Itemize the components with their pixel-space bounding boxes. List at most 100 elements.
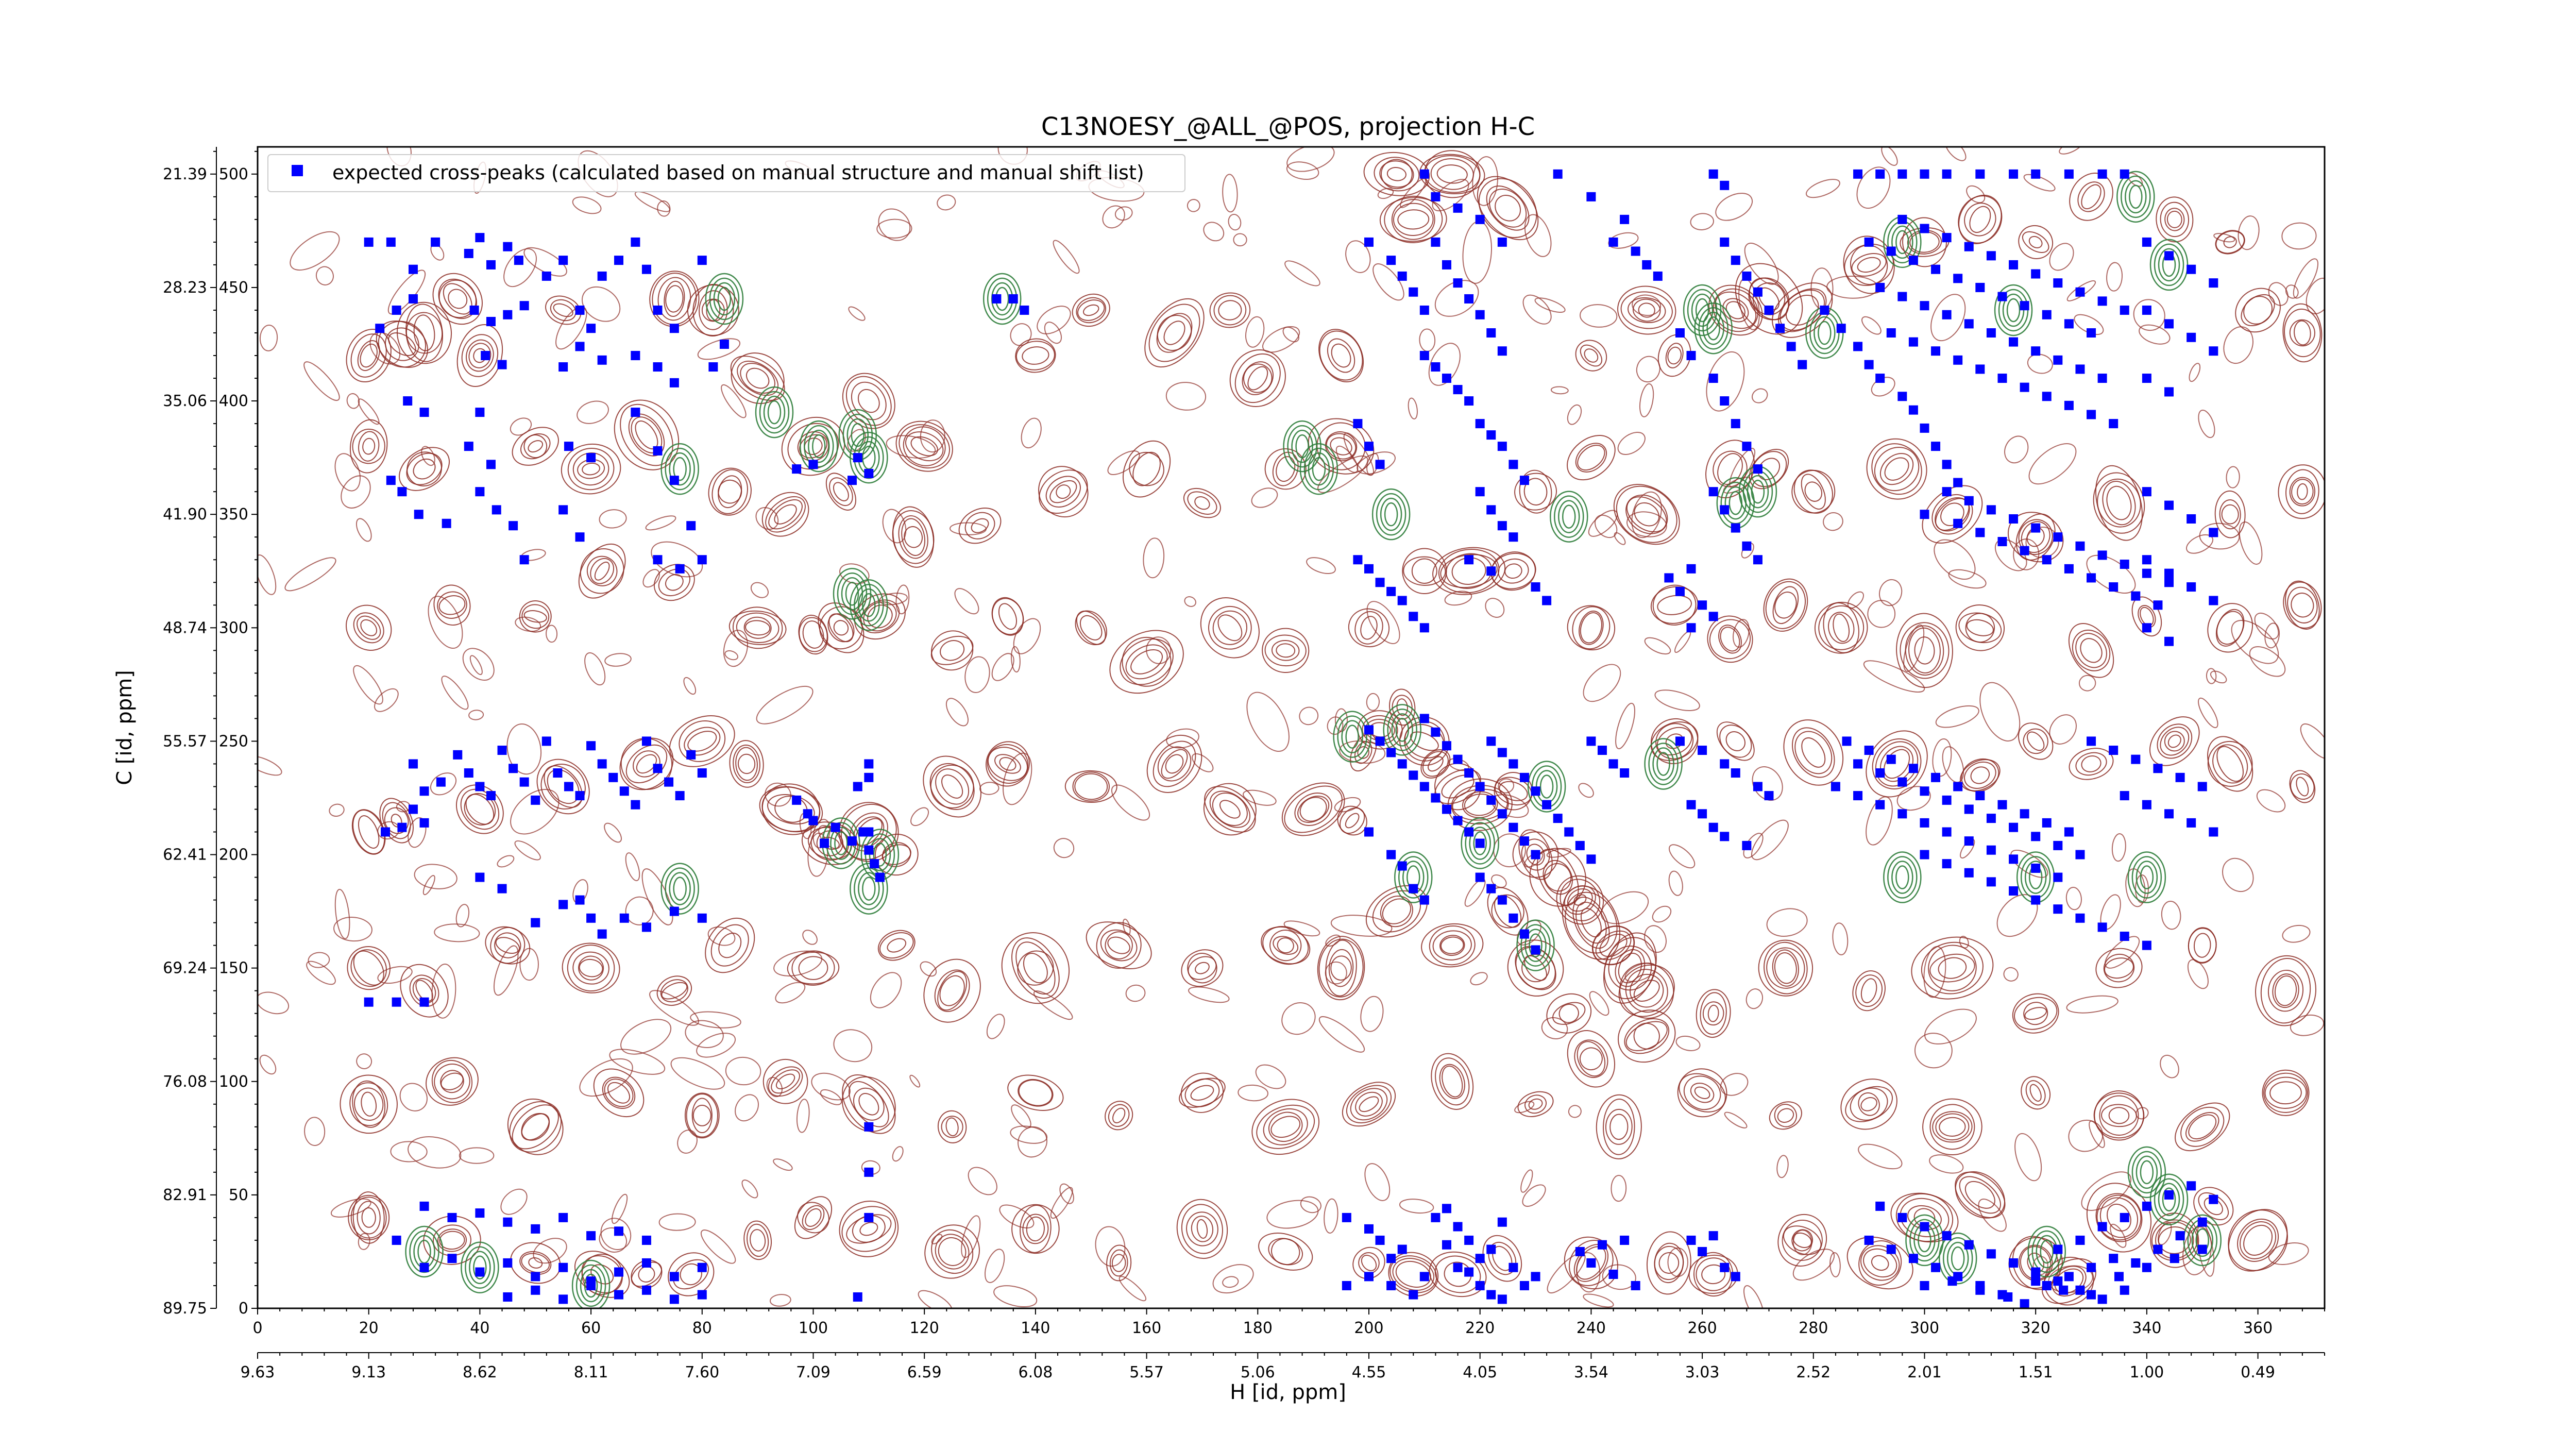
contour-positive	[842, 373, 895, 429]
expected-peak-point	[1453, 816, 1463, 825]
contour-positive	[594, 561, 610, 581]
contour-positive	[724, 650, 739, 661]
contour-negative	[1887, 856, 1918, 899]
expected-peak-point	[2009, 854, 2019, 864]
expected-peak-point	[1931, 442, 1941, 451]
contour-negative	[862, 593, 876, 617]
contour-positive	[1683, 1075, 1721, 1110]
expected-peak-point	[453, 750, 463, 760]
contour-positive	[2180, 1106, 2225, 1147]
expected-peak-point	[1586, 1258, 1596, 1268]
contour-positive	[2027, 353, 2053, 374]
contour-positive	[1146, 636, 1172, 664]
contour-positive	[2188, 1114, 2217, 1140]
contour-negative	[1652, 747, 1674, 781]
expected-peak-point	[875, 872, 885, 882]
contour-negative	[812, 434, 826, 459]
contour-positive	[1360, 996, 1384, 1032]
contour-positive	[935, 1234, 970, 1270]
x-index-tick-label: 140	[1021, 1319, 1050, 1337]
expected-peak-point	[1897, 169, 1907, 179]
expected-peak-point	[2075, 541, 2085, 551]
expected-peak-point	[1731, 768, 1740, 778]
contour-positive	[1619, 963, 1674, 1019]
contour-negative	[2127, 1146, 2166, 1199]
contour-positive	[768, 499, 803, 530]
contour-positive	[1881, 147, 1898, 166]
expected-peak-point	[1942, 1231, 1952, 1241]
contour-positive	[1432, 930, 1472, 961]
contour-positive	[1284, 785, 1343, 833]
expected-peak-point	[1475, 487, 1485, 497]
contour-positive	[991, 653, 1014, 681]
expected-peak-point	[553, 768, 563, 778]
contour-positive	[1282, 326, 1299, 343]
expected-peak-point	[2020, 1299, 2029, 1308]
expected-peak-point	[597, 271, 607, 281]
expected-peak-point	[1731, 523, 1740, 533]
expected-peak-point	[1486, 328, 1496, 338]
contour-positive	[1829, 1252, 1841, 1277]
contour-positive	[1964, 1181, 1995, 1209]
contour-positive	[2025, 1080, 2046, 1106]
contour-negative	[1308, 452, 1330, 486]
contour-positive	[2157, 723, 2193, 759]
contour-positive	[1668, 870, 1683, 896]
contour-positive	[1428, 756, 1444, 772]
expected-peak-point	[1531, 582, 1540, 592]
contour-negative	[1473, 831, 1487, 855]
expected-peak-point	[1475, 1254, 1485, 1263]
contour-positive	[940, 640, 965, 661]
expected-peak-point	[586, 453, 596, 463]
expected-peak-point	[2153, 764, 2163, 773]
chart-title: C13NOESY_@ALL_@POS, projection H-C	[1041, 112, 1535, 141]
contour-positive	[1858, 1143, 1903, 1170]
contour-positive	[330, 1198, 371, 1218]
contour-positive	[2289, 477, 2316, 507]
contour-positive	[390, 1141, 428, 1162]
expected-peak-point	[2087, 328, 2096, 338]
contour-positive	[468, 343, 492, 368]
expected-peak-point	[558, 362, 568, 372]
expected-peak-point	[2075, 850, 2085, 860]
expected-peak-point	[2031, 832, 2041, 841]
contour-positive	[459, 1147, 495, 1164]
contour-positive	[1318, 1016, 1365, 1053]
contour-positive	[665, 285, 684, 313]
expected-peak-point	[1409, 884, 1418, 894]
expected-peak-point	[1475, 838, 1485, 848]
contour-positive	[1970, 766, 1990, 784]
contour-positive	[1792, 727, 1835, 778]
contour-positive	[1020, 1205, 1052, 1253]
expected-peak-point	[1753, 287, 1762, 297]
expected-peak-point	[2120, 932, 2129, 941]
contour-positive	[572, 196, 602, 214]
contour-positive	[765, 782, 791, 807]
expected-peak-point	[1875, 282, 1885, 292]
y-ppm-tick-label: 89.75	[163, 1300, 207, 1318]
expected-peak-point	[1453, 385, 1463, 395]
expected-peak-point	[531, 1224, 540, 1234]
contour-positive	[2249, 646, 2286, 677]
contour-negative	[660, 863, 699, 915]
contour-positive	[377, 966, 413, 984]
contour-positive	[567, 945, 615, 992]
contour-positive	[1146, 734, 1202, 793]
contour-positive	[1752, 388, 1768, 403]
expected-peak-point	[2187, 1181, 2196, 1191]
contour-positive	[860, 599, 900, 634]
contour-negative	[1376, 493, 1406, 536]
contour-positive	[1546, 848, 1571, 858]
expected-peak-point	[1375, 460, 1385, 469]
expected-peak-point	[1409, 287, 1418, 297]
contour-positive	[1994, 538, 2027, 571]
expected-peak-point	[1720, 237, 1730, 247]
contour-positive	[1696, 989, 1731, 1038]
expected-peak-point	[2042, 555, 2052, 565]
contour-positive	[2003, 967, 2019, 982]
expected-peak-point	[419, 818, 429, 828]
expected-peak-point	[2075, 1235, 2085, 1245]
expected-peak-point	[2153, 600, 2163, 610]
expected-peak-point	[1953, 478, 1963, 487]
contour-positive	[2235, 288, 2281, 333]
